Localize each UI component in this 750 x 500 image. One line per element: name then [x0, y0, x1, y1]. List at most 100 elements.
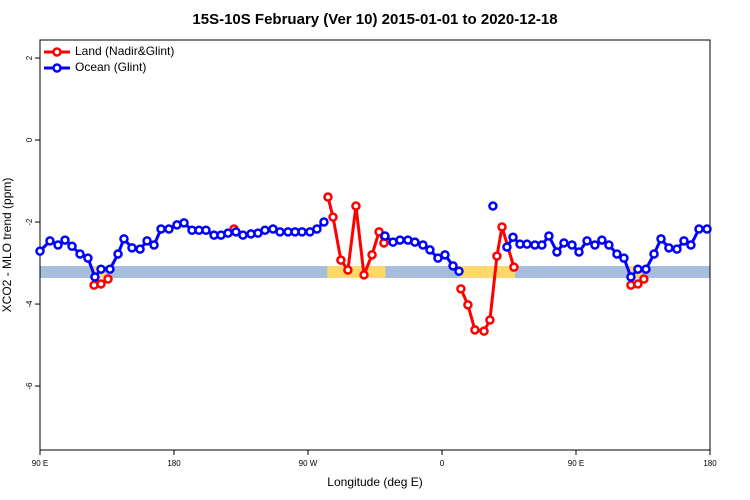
legend-label: Land (Nadir&Glint) [75, 44, 174, 58]
point [231, 227, 241, 237]
land-strip [459, 266, 515, 279]
point [96, 279, 106, 289]
point [649, 249, 659, 259]
point [105, 264, 115, 274]
plot-frame [39, 39, 711, 451]
point [626, 272, 636, 282]
point [67, 241, 77, 251]
point [223, 228, 233, 238]
point [45, 236, 55, 246]
x-tick-label: 180 [703, 459, 717, 468]
point [440, 250, 450, 260]
point [559, 238, 569, 248]
point [656, 234, 666, 244]
x-tick-label: 90 W [299, 459, 318, 468]
point [463, 300, 473, 310]
point [639, 274, 649, 284]
x-tick-label: 90 E [568, 459, 584, 468]
point [502, 242, 512, 252]
x-tick-label: 180 [167, 459, 181, 468]
y-axis-label: XCO2 - MLO trend (ppm) [0, 178, 14, 313]
point [582, 236, 592, 246]
land-strip [327, 266, 386, 279]
point [149, 240, 159, 250]
point [75, 249, 85, 259]
x-tick-label: 90 E [32, 459, 48, 468]
point [567, 240, 577, 250]
y-tick-label: -6 [25, 382, 34, 390]
point [672, 244, 682, 254]
legend-label: Ocean (Glint) [75, 60, 146, 74]
point [164, 224, 174, 234]
point [312, 224, 322, 234]
y-tick-label: -2 [25, 218, 34, 226]
point [336, 255, 346, 265]
point [454, 266, 464, 276]
point [135, 244, 145, 254]
point [343, 265, 353, 275]
legend-marker [52, 63, 62, 73]
point [488, 201, 498, 211]
point [275, 227, 285, 237]
y-tick-label: 0 [25, 137, 34, 142]
point [544, 231, 554, 241]
point [351, 201, 361, 211]
point [179, 218, 189, 228]
point [410, 237, 420, 247]
point [612, 249, 622, 259]
point [456, 284, 466, 294]
point [522, 239, 532, 249]
point [664, 243, 674, 253]
point [552, 247, 562, 257]
point [156, 224, 166, 234]
point [201, 225, 211, 235]
point [380, 231, 390, 241]
point [425, 245, 435, 255]
point [679, 236, 689, 246]
point [96, 264, 106, 274]
x-axis-label: Longitude (deg E) [327, 475, 422, 489]
point [53, 240, 63, 250]
point [633, 279, 643, 289]
point [142, 236, 152, 246]
point [359, 270, 369, 280]
point [127, 243, 137, 253]
point [297, 227, 307, 237]
point [485, 315, 495, 325]
point [633, 264, 643, 274]
point [35, 246, 45, 256]
point [367, 250, 377, 260]
point [619, 253, 629, 263]
point [395, 235, 405, 245]
point [694, 224, 704, 234]
point [590, 240, 600, 250]
point [238, 230, 248, 240]
point [103, 274, 113, 284]
point [319, 217, 329, 227]
point [433, 253, 443, 263]
point [260, 225, 270, 235]
point [374, 227, 384, 237]
point [508, 232, 518, 242]
point [574, 247, 584, 257]
y-tick-label: 2 [25, 55, 34, 60]
point [686, 240, 696, 250]
legend-marker [52, 47, 62, 57]
point [113, 249, 123, 259]
point [323, 192, 333, 202]
point [492, 251, 502, 261]
point [537, 240, 547, 250]
point [479, 326, 489, 336]
point [509, 262, 519, 272]
point [702, 224, 712, 234]
x-tick-label: 0 [440, 459, 445, 468]
point [597, 235, 607, 245]
point [641, 264, 651, 274]
point [83, 253, 93, 263]
point [604, 240, 614, 250]
y-tick-label: -4 [25, 300, 34, 308]
point [497, 222, 507, 232]
point [119, 234, 129, 244]
chart-title: 15S-10S February (Ver 10) 2015-01-01 to … [192, 11, 557, 28]
